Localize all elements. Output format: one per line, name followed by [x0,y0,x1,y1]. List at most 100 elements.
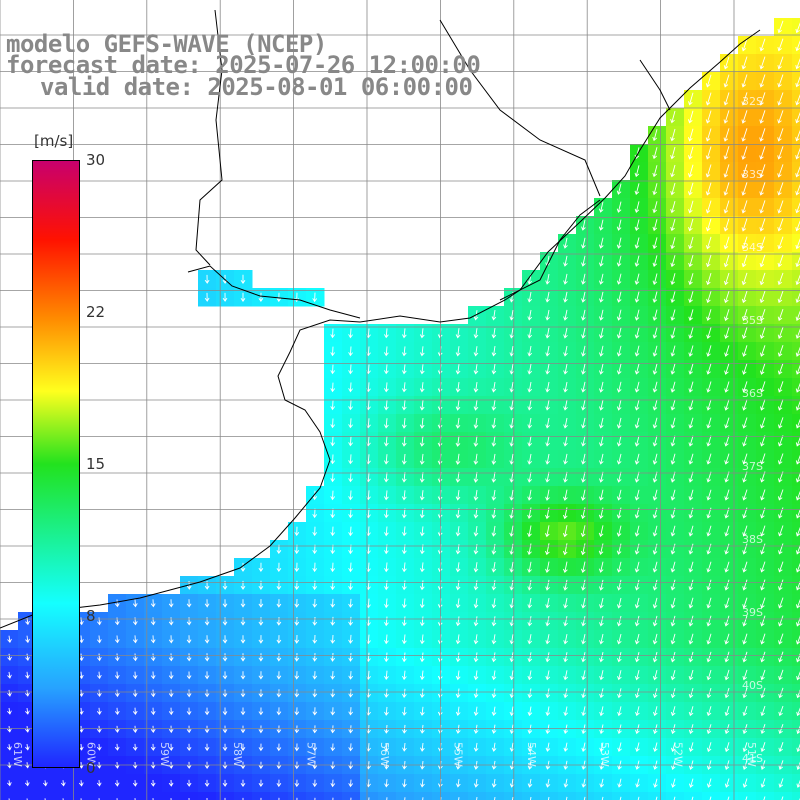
wind-arrow [25,726,30,733]
wind-arrow [276,635,282,644]
wind-arrow [527,309,533,321]
wind-speed-cell [486,468,505,487]
wind-arrow [581,706,586,717]
wind-speed-cell [630,432,649,451]
wind-arrow [581,742,587,752]
wind-speed-cell [684,324,703,343]
wind-speed-cell [198,792,217,800]
wind-arrow [580,489,586,501]
wind-arrow [96,653,102,662]
wind-arrow [150,725,156,734]
wind-arrow [312,526,318,537]
wind-arrow [616,597,622,609]
wind-speed-cell [432,360,451,379]
wind-arrow [242,797,244,800]
wind-arrow [724,417,730,429]
wind-speed-cell [576,540,595,559]
wind-speed-cell [234,792,253,800]
wind-arrow [132,743,138,751]
wind-arrow [652,706,658,717]
wind-arrow [795,129,800,142]
wind-speed-cell [702,504,721,523]
wind-speed-cell [630,504,649,523]
wind-arrow [777,128,784,142]
wind-speed-cell [378,648,397,667]
wind-speed-cell [648,414,667,433]
wind-speed-cell [504,774,523,793]
wind-arrow [402,779,407,788]
wind-speed-cell [558,288,577,307]
wind-speed-cell [792,738,800,757]
wind-speed-cell [306,792,325,800]
wind-arrow [619,796,622,800]
wind-arrow [581,363,586,375]
wind-speed-cell [612,486,631,505]
wind-arrow [581,616,586,627]
wind-arrow [545,598,550,609]
wind-speed-cell [738,594,757,613]
wind-arrow [778,579,784,591]
wind-arrow [705,182,712,196]
wind-arrow [384,328,389,339]
wind-speed-cell [306,576,325,595]
wind-arrow [79,635,84,644]
wind-speed-cell [504,576,523,595]
wind-arrow [759,110,766,124]
wind-speed-cell [270,792,289,800]
wind-arrow [545,634,551,645]
wind-arrow [724,525,730,537]
wind-arrow [580,561,586,573]
wind-arrow [330,689,336,698]
wind-arrow [527,399,533,411]
wind-speed-cell [666,360,685,379]
wind-speed-cell [630,522,649,541]
wind-arrow [634,543,640,555]
wind-arrow [581,597,586,609]
wind-arrow [509,453,515,465]
wind-speed-cell [684,342,703,361]
wind-arrow [258,779,264,788]
wind-arrow [491,670,497,681]
wind-arrow [563,724,569,734]
wind-speed-cell [612,630,631,649]
wind-speed-cell [648,522,667,541]
wind-arrow [312,671,318,680]
wind-arrow [132,635,138,644]
wind-speed-cell [450,576,469,595]
wind-arrow [652,688,658,699]
wind-speed-cell [414,360,433,379]
wind-arrow [598,489,604,501]
wind-speed-cell [756,720,775,739]
wind-speed-cell [558,432,577,451]
wind-arrow [796,671,800,681]
wind-speed-cell [594,648,613,667]
wind-arrow [312,562,318,573]
wind-speed-cell [396,720,415,739]
wind-arrow [617,724,622,735]
wind-arrow [778,778,784,788]
wind-arrow [634,651,640,663]
wind-arrow [527,561,532,573]
wind-arrow [655,796,658,800]
wind-arrow [705,164,712,178]
wind-arrow [634,309,640,321]
wind-speed-field [0,18,800,800]
wind-arrow [563,273,568,285]
wind-arrow [419,652,425,663]
wind-speed-cell [126,792,145,800]
wind-speed-cell [720,342,739,361]
wind-arrow [777,435,784,447]
wind-arrow [795,93,800,106]
wind-arrow [777,20,784,34]
wind-speed-cell [612,522,631,541]
wind-arrow [634,489,640,501]
wind-arrow [473,435,479,447]
wind-speed-cell [414,324,433,343]
wind-speed-cell [450,666,469,685]
wind-speed-cell [630,558,649,577]
wind-arrow [473,382,479,393]
wind-arrow [150,671,156,680]
wind-speed-cell [594,504,613,523]
wind-arrow [150,743,156,751]
wind-speed-cell [756,594,775,613]
